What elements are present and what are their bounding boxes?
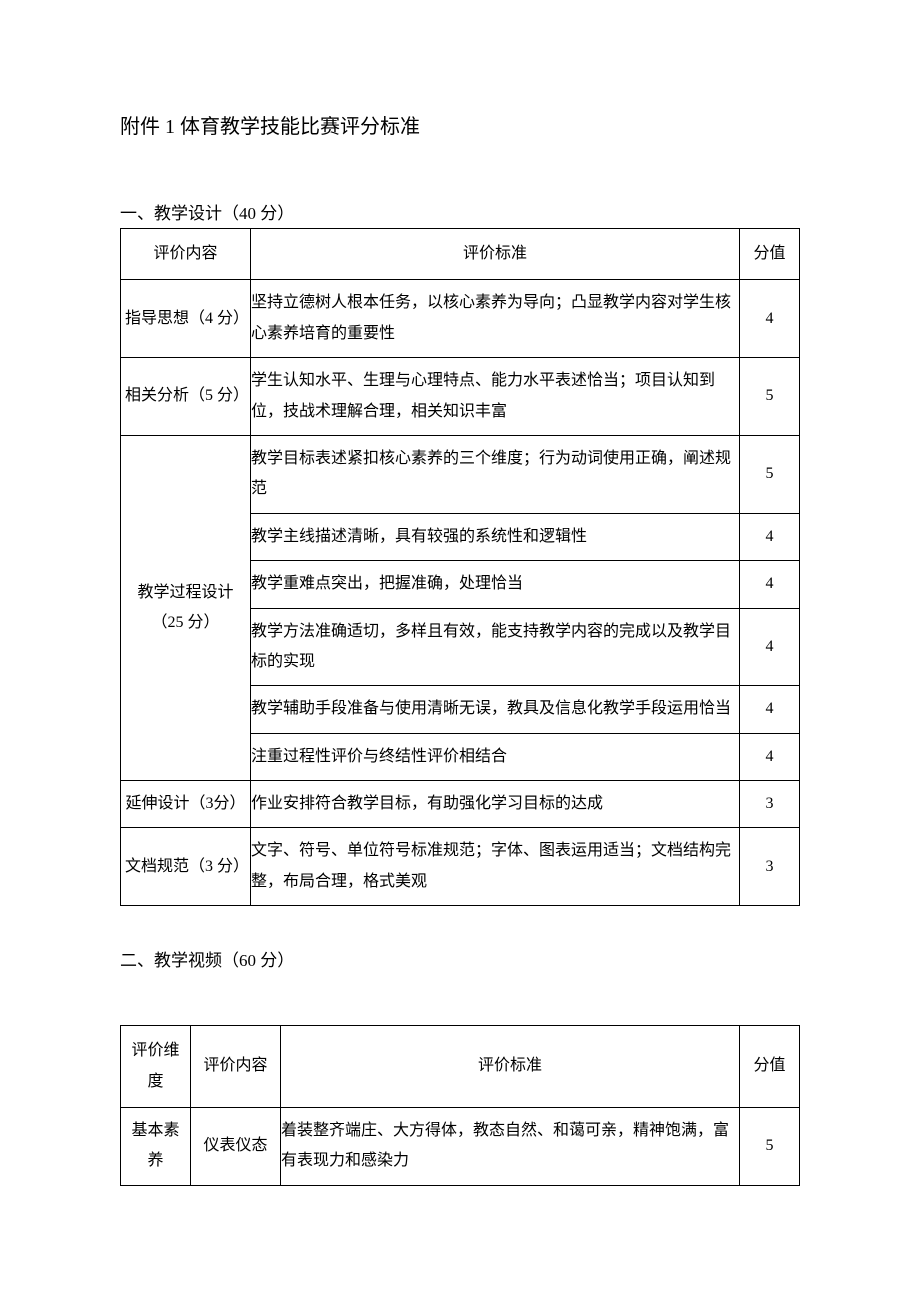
section2-heading: 二、教学视频（60 分） xyxy=(120,946,800,971)
cell-dimension: 基本素养 xyxy=(121,1108,191,1186)
cell-standard: 教学主线描述清晰，具有较强的系统性和逻辑性 xyxy=(251,513,740,560)
cell-content: 相关分析（5 分） xyxy=(121,358,251,436)
header-standard: 评价标准 xyxy=(281,1026,740,1108)
header-standard: 评价标准 xyxy=(251,229,740,280)
header-score: 分值 xyxy=(740,229,800,280)
section2-table: 评价维度 评价内容 评价标准 分值 基本素养 仪表仪态 着装整齐端庄、大方得体，… xyxy=(120,1025,800,1186)
cell-score: 4 xyxy=(740,280,800,358)
cell-standard: 注重过程性评价与终结性评价相结合 xyxy=(251,733,740,780)
table-row: 教学过程设计（25 分） 教学目标表述紧扣核心素养的三个维度；行为动词使用正确，… xyxy=(121,435,800,513)
cell-standard: 坚持立德树人根本任务，以核心素养为导向；凸显教学内容对学生核心素养培育的重要性 xyxy=(251,280,740,358)
cell-standard: 学生认知水平、生理与心理特点、能力水平表述恰当；项目认知到位，技战术理解合理，相… xyxy=(251,358,740,436)
table-header-row: 评价内容 评价标准 分值 xyxy=(121,229,800,280)
cell-standard: 教学目标表述紧扣核心素养的三个维度；行为动词使用正确，阐述规范 xyxy=(251,435,740,513)
cell-content: 文档规范（3 分） xyxy=(121,828,251,906)
cell-score: 4 xyxy=(740,561,800,608)
cell-standard: 教学辅助手段准备与使用清晰无误，教具及信息化教学手段运用恰当 xyxy=(251,686,740,733)
cell-score: 4 xyxy=(740,513,800,560)
cell-content: 延伸设计（3分） xyxy=(121,781,251,828)
header-score: 分值 xyxy=(740,1026,800,1108)
section-gap xyxy=(120,975,800,1025)
document-title: 附件 1 体育教学技能比赛评分标准 xyxy=(120,110,800,139)
table-row: 文档规范（3 分） 文字、符号、单位符号标准规范；字体、图表运用适当；文档结构完… xyxy=(121,828,800,906)
cell-score: 4 xyxy=(740,733,800,780)
cell-score: 5 xyxy=(740,435,800,513)
header-content: 评价内容 xyxy=(121,229,251,280)
table-row: 指导思想（4 分） 坚持立德树人根本任务，以核心素养为导向；凸显教学内容对学生核… xyxy=(121,280,800,358)
cell-standard: 着装整齐端庄、大方得体，教态自然、和蔼可亲，精神饱满，富有表现力和感染力 xyxy=(281,1108,740,1186)
cell-score: 4 xyxy=(740,686,800,733)
cell-standard: 教学重难点突出，把握准确，处理恰当 xyxy=(251,561,740,608)
table-header-row: 评价维度 评价内容 评价标准 分值 xyxy=(121,1026,800,1108)
header-content: 评价内容 xyxy=(191,1026,281,1108)
header-dimension: 评价维度 xyxy=(121,1026,191,1108)
table-row: 相关分析（5 分） 学生认知水平、生理与心理特点、能力水平表述恰当；项目认知到位… xyxy=(121,358,800,436)
table-row: 基本素养 仪表仪态 着装整齐端庄、大方得体，教态自然、和蔼可亲，精神饱满，富有表… xyxy=(121,1108,800,1186)
cell-content: 指导思想（4 分） xyxy=(121,280,251,358)
cell-score: 5 xyxy=(740,358,800,436)
cell-standard: 文字、符号、单位符号标准规范；字体、图表运用适当；文档结构完整，布局合理，格式美… xyxy=(251,828,740,906)
section1-heading: 一、教学设计（40 分） xyxy=(120,199,800,224)
cell-score: 5 xyxy=(740,1108,800,1186)
cell-content: 教学过程设计（25 分） xyxy=(121,435,251,780)
cell-score: 4 xyxy=(740,608,800,686)
cell-standard: 作业安排符合教学目标，有助强化学习目标的达成 xyxy=(251,781,740,828)
cell-score: 3 xyxy=(740,828,800,906)
table-row: 延伸设计（3分） 作业安排符合教学目标，有助强化学习目标的达成 3 xyxy=(121,781,800,828)
cell-content: 仪表仪态 xyxy=(191,1108,281,1186)
section1-table: 评价内容 评价标准 分值 指导思想（4 分） 坚持立德树人根本任务，以核心素养为… xyxy=(120,228,800,906)
cell-score: 3 xyxy=(740,781,800,828)
cell-standard: 教学方法准确适切，多样且有效，能支持教学内容的完成以及教学目标的实现 xyxy=(251,608,740,686)
